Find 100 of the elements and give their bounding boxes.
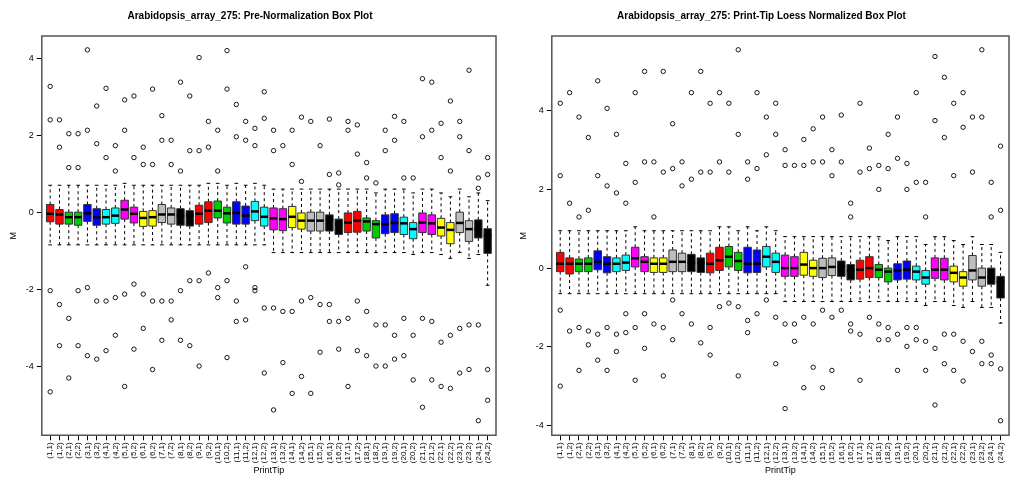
x-tick-label: (20,1) (399, 441, 409, 464)
chart-title: Arabidopsis_array_275: Pre-Normalization Box Plot (127, 9, 374, 21)
y-axis-title: M (7, 231, 18, 240)
x-tick-label: (10,1) (212, 441, 222, 464)
x-tick-label: (9,1) (705, 441, 715, 459)
x-tick-label: (12,1) (250, 441, 260, 464)
x-tick-label: (3,2) (602, 441, 612, 459)
x-tick-label: (11,1) (742, 441, 752, 463)
x-tick-label: (6,1) (138, 441, 148, 459)
x-tick-label: (14,2) (296, 441, 306, 464)
x-tick-label: (24,2) (995, 441, 1005, 464)
x-tick-label: (19,1) (892, 441, 902, 464)
x-tick-label: (5,1) (119, 441, 129, 459)
x-tick-label: (14,2) (808, 441, 818, 464)
x-axis-title: PrintTip (765, 465, 796, 476)
x-tick-label: (16,2) (845, 441, 855, 464)
x-tick-label: (5,2) (129, 441, 139, 459)
x-tick-label: (17,2) (352, 441, 362, 464)
x-tick-label: (11,2) (240, 441, 250, 463)
x-tick-label: (9,2) (203, 441, 213, 459)
x-tick-label: (3,1) (592, 441, 602, 459)
x-tick-label: (17,2) (864, 441, 874, 464)
y-axis-title: M (517, 231, 528, 240)
x-tick-label: (15,1) (305, 441, 315, 464)
y-tick-label: 0 (28, 206, 34, 217)
x-tick-label: (2,2) (583, 441, 593, 459)
x-tick-label: (15,2) (827, 441, 837, 464)
x-tick-label: (23,1) (967, 441, 977, 464)
x-tick-label: (8,2) (695, 441, 705, 459)
x-tick-label: (7,2) (677, 441, 687, 459)
y-tick-label: 4 (538, 105, 544, 116)
x-axis-title: PrintTip (253, 465, 285, 476)
x-tick-label: (13,2) (789, 441, 799, 464)
y-tick-label: 2 (28, 129, 34, 140)
x-tick-label: (8,1) (686, 441, 696, 459)
x-tick-label: (3,1) (82, 441, 92, 459)
x-tick-label: (18,1) (873, 441, 883, 464)
x-tick-label: (18,2) (371, 441, 381, 464)
y-tick-label: 2 (538, 183, 544, 194)
x-tick-label: (16,1) (324, 441, 334, 464)
x-tick-label: (20,2) (408, 441, 418, 464)
x-tick-label: (19,1) (380, 441, 390, 464)
x-tick-label: (13,1) (780, 441, 790, 464)
x-tick-label: (18,2) (883, 441, 893, 464)
x-tick-label: (12,2) (259, 441, 269, 464)
x-tick-label: (7,1) (157, 441, 167, 459)
x-tick-label: (4,2) (621, 441, 631, 459)
x-tick-label: (14,1) (799, 441, 809, 464)
x-tick-label: (1,2) (54, 441, 64, 459)
x-tick-label: (11,2) (752, 441, 762, 463)
x-tick-label: (17,1) (855, 441, 865, 464)
x-tick-label: (22,1) (948, 441, 958, 464)
x-tick-label: (9,2) (714, 441, 724, 459)
x-tick-label: (18,1) (361, 441, 371, 464)
y-tick-label: 0 (538, 262, 544, 273)
x-tick-label: (1,1) (45, 441, 55, 459)
x-tick-label: (11,1) (231, 441, 241, 463)
x-tick-label: (3,2) (91, 441, 101, 459)
x-tick-label: (10,2) (222, 441, 232, 464)
x-tick-label: (4,1) (611, 441, 621, 459)
x-tick-label: (19,2) (389, 441, 399, 464)
x-tick-label: (5,1) (630, 441, 640, 459)
x-tick-label: (1,2) (564, 441, 574, 459)
x-tick-label: (12,1) (761, 441, 771, 464)
x-tick-label: (22,1) (436, 441, 446, 464)
x-tick-label: (2,1) (64, 441, 73, 459)
x-tick-label: (21,2) (939, 441, 949, 464)
x-tick-label: (10,1) (724, 441, 734, 464)
chart-title: Arabidopsis_array_275: Print-Tip Loess Normalized Box Plot (617, 9, 907, 21)
x-tick-label: (5,2) (639, 441, 649, 459)
x-tick-label: (20,2) (920, 441, 930, 464)
x-tick-label: (14,1) (287, 441, 297, 464)
x-tick-label: (13,1) (268, 441, 278, 464)
x-tick-label: (15,2) (315, 441, 325, 464)
x-tick-label: (17,1) (343, 441, 353, 464)
x-tick-label: (21,1) (930, 441, 940, 464)
x-tick-label: (19,2) (902, 441, 912, 464)
x-tick-label: (23,2) (977, 441, 987, 464)
x-tick-label: (21,2) (426, 441, 436, 464)
x-tick-label: (20,1) (911, 441, 921, 464)
y-tick-label: -2 (535, 341, 544, 352)
x-tick-label: (21,1) (417, 441, 427, 464)
x-tick-label: (6,1) (649, 441, 659, 459)
x-tick-label: (12,2) (770, 441, 780, 464)
x-tick-label: (1,1) (555, 441, 565, 459)
x-tick-label: (7,1) (667, 441, 677, 459)
x-tick-label: (4,2) (110, 441, 120, 459)
x-tick-label: (6,2) (147, 441, 157, 459)
x-tick-label: (22,2) (445, 441, 455, 464)
x-tick-label: (6,2) (658, 441, 668, 459)
y-tick-label: -4 (25, 360, 34, 371)
y-tick-label: -2 (25, 283, 34, 294)
x-tick-label: (2,2) (73, 441, 83, 459)
x-tick-label: (8,2) (184, 441, 194, 459)
x-tick-label: (16,2) (333, 441, 343, 464)
x-tick-label: (24,1) (986, 441, 996, 464)
x-tick-label: (7,2) (166, 441, 176, 459)
y-tick-label: 4 (28, 52, 34, 63)
x-tick-label: (24,1) (473, 441, 483, 464)
x-tick-label: (23,2) (464, 441, 474, 464)
